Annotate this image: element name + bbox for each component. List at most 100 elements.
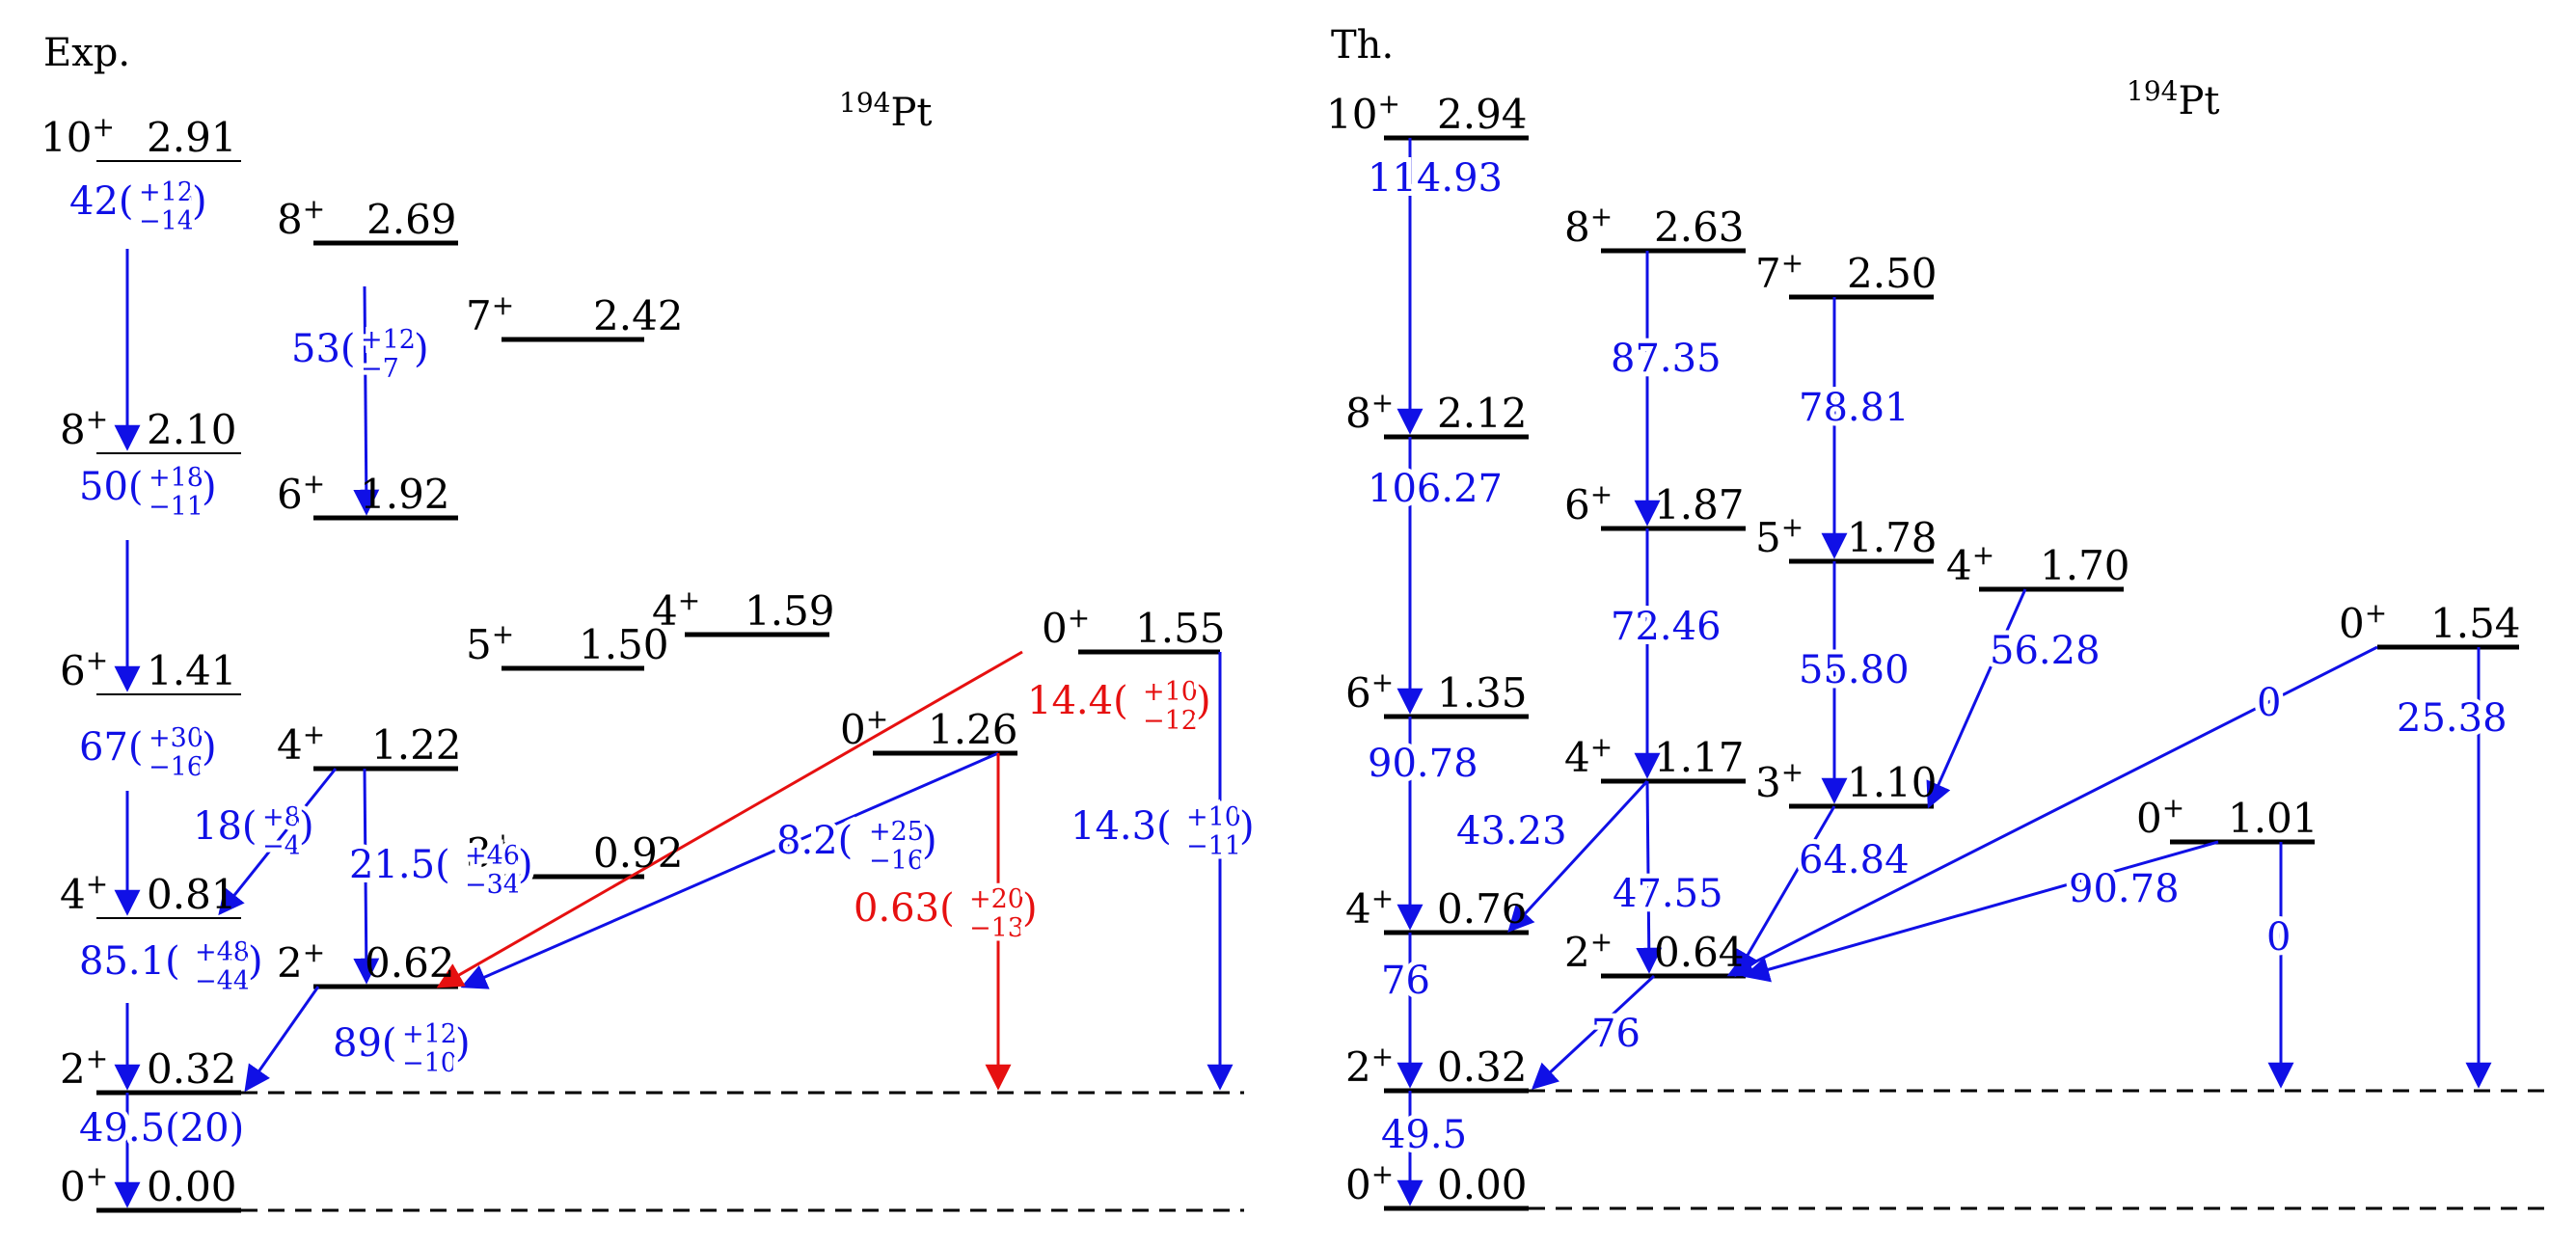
level-energy-label: 1.22 xyxy=(371,721,462,769)
transition-strength-label: 14.3(+10 −11) xyxy=(1071,802,1255,861)
transition-arrow xyxy=(1926,588,2027,809)
level-spin-label: 6+ xyxy=(1345,666,1394,717)
level-energy-label: 2.50 xyxy=(1847,250,1938,297)
transition-arrow xyxy=(1532,974,1656,1090)
level-energy-label: 1.92 xyxy=(360,471,450,518)
level-energy-label: 2.91 xyxy=(147,114,237,161)
level-energy-label: 0.32 xyxy=(147,1045,237,1093)
level-energy-label: 2.12 xyxy=(1437,390,1528,437)
level-energy-label: 1.41 xyxy=(147,647,237,694)
level-energy-label: 1.01 xyxy=(2228,795,2318,842)
level-spin-label: 0+ xyxy=(60,1160,108,1210)
level-energy-label: 0.92 xyxy=(593,829,684,877)
transition-arrow xyxy=(1636,780,1663,974)
transition-strength-label: 106.27 xyxy=(1368,467,1503,511)
transition-strength-label: 0.63(+20 −13) xyxy=(854,884,1038,943)
level-energy-label: 1.26 xyxy=(928,706,1018,753)
level-energy-label: 0.00 xyxy=(147,1163,237,1210)
transition-strength-label: 21.5(+46 −34) xyxy=(349,841,533,900)
transition-strength-label: 76 xyxy=(1591,1012,1641,1056)
transition-strength-label: 72.46 xyxy=(1611,605,1722,649)
level-energy-label: 1.17 xyxy=(1654,734,1745,781)
transition-strength-label: 85.1(+48 −44) xyxy=(79,937,263,996)
transition-arrow xyxy=(436,650,1023,989)
level-energy-label: 0.76 xyxy=(1437,885,1528,933)
transition-strength-label: 56.28 xyxy=(1990,629,2101,673)
level-spin-label: 6+ xyxy=(60,644,108,694)
transition-arrow xyxy=(218,768,338,916)
level-energy-label: 0.81 xyxy=(147,871,237,918)
level-spin-label: 7+ xyxy=(1755,247,1803,297)
panel-label: Th. xyxy=(1331,23,1394,68)
transition-arrow xyxy=(1743,840,2219,983)
level-spin-label: 8+ xyxy=(1345,387,1394,437)
level-spin-label: 8+ xyxy=(277,193,325,243)
level-spin-label: 10+ xyxy=(1326,88,1400,138)
transition-strength-label: 18(+8 −4) xyxy=(193,802,314,861)
level-energy-label: 0.64 xyxy=(1654,929,1745,976)
level-spin-label: 4+ xyxy=(60,868,108,918)
level-spin-label: 5+ xyxy=(1755,511,1803,561)
level-spin-label: 0+ xyxy=(2136,792,2184,842)
nucleus-label: 194Pt xyxy=(2127,75,2219,123)
transition-strength-label: 64.84 xyxy=(1799,838,1910,882)
level-spin-label: 2+ xyxy=(277,936,325,987)
level-spin-label: 3+ xyxy=(1755,756,1803,806)
transition-strength-label: 50(+18 −11) xyxy=(79,463,217,522)
level-spin-label: 10+ xyxy=(41,111,115,161)
level-spin-label: 4+ xyxy=(1564,731,1613,781)
transition-strength-label: 8.2(+25 −16) xyxy=(776,817,937,876)
transition-strength-label: 25.38 xyxy=(2397,696,2508,741)
transition-arrow xyxy=(353,768,380,985)
transition-strength-label: 42(+12 −14) xyxy=(69,177,207,236)
level-spin-label: 5+ xyxy=(466,618,514,668)
level-spin-label: 6+ xyxy=(277,468,325,518)
level-spin-label: 4+ xyxy=(1345,882,1394,933)
level-energy-label: 1.78 xyxy=(1847,514,1938,561)
level-spin-label: 0+ xyxy=(1345,1158,1394,1208)
level-energy-label: 1.59 xyxy=(745,587,835,635)
transition-strength-label: 89(+12 −10) xyxy=(333,1019,471,1078)
transition-strength-label: 0 xyxy=(2257,681,2281,725)
transition-strength-label: 87.35 xyxy=(1611,337,1722,381)
level-spin-label: 0+ xyxy=(2339,597,2387,647)
level-spin-label: 4+ xyxy=(652,584,700,635)
transition-strength-label: 55.80 xyxy=(1799,648,1910,692)
transition-strength-label: 49.5(20) xyxy=(79,1106,244,1151)
transition-strength-label: 14.4(+10 −12) xyxy=(1027,677,1211,736)
transition-arrow xyxy=(1726,645,2378,977)
transition-strength-label: 0 xyxy=(2266,915,2291,960)
transition-strength-label: 78.81 xyxy=(1799,386,1910,430)
level-spin-label: 2+ xyxy=(1345,1041,1394,1091)
transition-strength-label: 53(+12 −7) xyxy=(291,325,429,384)
transition-strength-label: 49.5 xyxy=(1381,1113,1467,1157)
level-energy-label: 1.10 xyxy=(1847,759,1938,806)
transition-strength-label: 43.23 xyxy=(1456,809,1567,853)
level-spin-label: 3+ xyxy=(466,826,514,877)
level-energy-label: 0.62 xyxy=(365,939,455,987)
level-spin-label: 4+ xyxy=(277,718,325,769)
lines-layer xyxy=(96,135,2546,1213)
level-spin-label: 6+ xyxy=(1564,478,1613,528)
transition-arrow xyxy=(1734,805,1836,978)
level-energy-label: 0.00 xyxy=(1437,1161,1528,1208)
level-energy-label: 1.55 xyxy=(1135,605,1226,652)
panel-label: Exp. xyxy=(43,31,130,75)
level-energy-label: 2.69 xyxy=(366,196,457,243)
level-energy-label: 0.32 xyxy=(1437,1043,1528,1091)
level-energy-label: 1.54 xyxy=(2430,600,2521,647)
level-spin-label: 0+ xyxy=(1042,602,1090,652)
level-energy-label: 2.94 xyxy=(1437,91,1528,138)
level-spin-label: 7+ xyxy=(466,289,514,339)
transition-strength-label: 47.55 xyxy=(1613,872,1723,916)
level-energy-label: 1.70 xyxy=(2040,542,2130,589)
transition-arrow xyxy=(244,986,320,1093)
level-energy-label: 1.87 xyxy=(1654,481,1745,528)
level-spin-label: 4+ xyxy=(1946,539,1994,589)
transition-strength-label: 90.78 xyxy=(2069,867,2180,911)
transition-strength-label: 90.78 xyxy=(1368,742,1478,786)
level-energy-label: 2.42 xyxy=(593,292,684,339)
nucleus-label: 194Pt xyxy=(839,87,932,135)
level-energy-label: 1.35 xyxy=(1437,669,1528,717)
